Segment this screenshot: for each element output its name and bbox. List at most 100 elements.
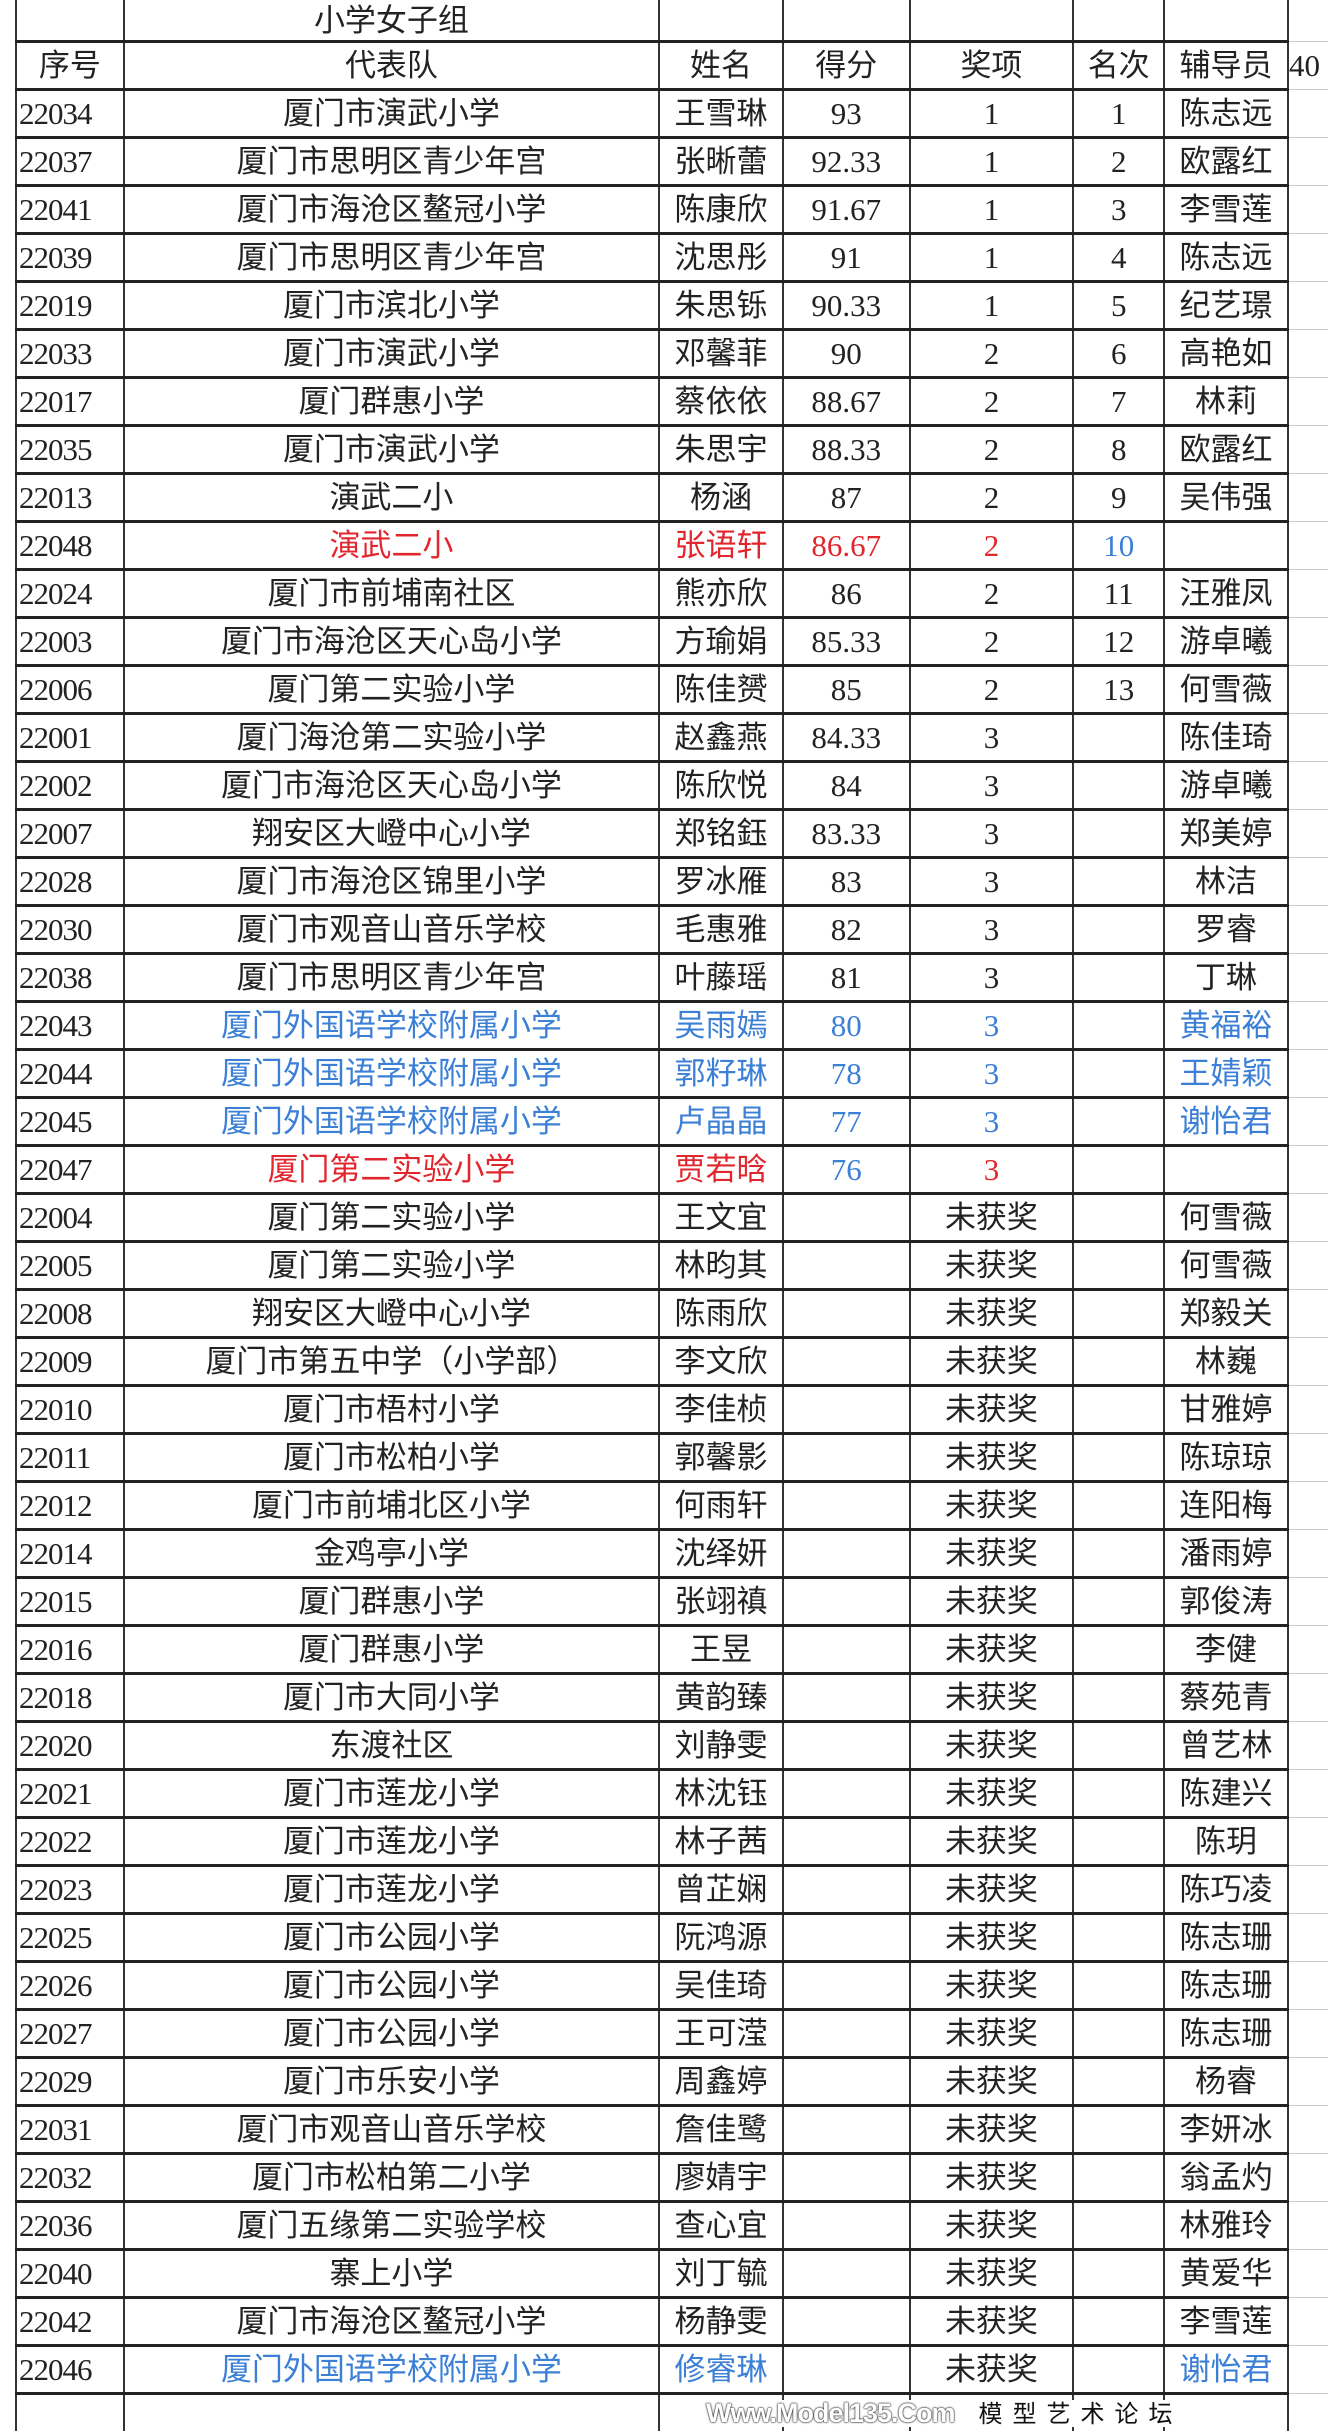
cell-coach: 欧露红 (1163, 137, 1289, 187)
table-row: 22024 厦门市前埔南社区 熊亦欣 86 2 11 汪雅凤 (15, 569, 1328, 619)
cell-score: 78 (781, 1049, 911, 1099)
cell-id: 22012 (15, 1481, 125, 1531)
cell-coach: 陈志珊 (1163, 2009, 1289, 2059)
cell-rank (1072, 2297, 1166, 2347)
cell-team: 金鸡亭小学 (122, 1529, 661, 1579)
cell-id: 22042 (15, 2297, 125, 2347)
cell-coach: 游卓曦 (1163, 761, 1289, 811)
cell-coach: 甘雅婷 (1163, 1385, 1289, 1435)
cell-name: 周鑫婷 (658, 2057, 784, 2107)
cell-name: 林昀其 (658, 1241, 784, 1291)
cell-name: 刘丁毓 (658, 2249, 784, 2299)
cell-score (781, 1673, 911, 1723)
cell-rank: 6 (1072, 329, 1166, 379)
cell-coach: 林洁 (1163, 857, 1289, 907)
cell-coach: 郑美婷 (1163, 809, 1289, 859)
cell-team: 厦门市演武小学 (122, 425, 661, 475)
cell-id: 22011 (15, 1433, 125, 1483)
cell-score (781, 1913, 911, 1963)
cell-team: 厦门市观音山音乐学校 (122, 2105, 661, 2155)
cell-award: 未获奖 (908, 2249, 1075, 2299)
cell-id: 22035 (15, 425, 125, 475)
table-row: 22023 厦门市莲龙小学 曾芷娴 未获奖 陈巧凌 (15, 1865, 1328, 1915)
cell-coach: 郭俊涛 (1163, 1577, 1289, 1627)
cell-name: 罗冰雁 (658, 857, 784, 907)
cell-name: 熊亦欣 (658, 569, 784, 619)
table-row: 22042 厦门市海沧区鳌冠小学 杨静雯 未获奖 李雪莲 (15, 2297, 1328, 2347)
cell-score: 86.67 (781, 521, 911, 571)
table-row: 22035 厦门市演武小学 朱思宇 88.33 2 8 欧露红 (15, 425, 1328, 475)
cell-id: 22025 (15, 1913, 125, 1963)
cell-id: 22023 (15, 1865, 125, 1915)
cell-score (781, 2249, 911, 2299)
cell-team: 翔安区大嶝中心小学 (122, 1289, 661, 1339)
cell-rank (1072, 1913, 1166, 1963)
table-row: 22040 寨上小学 刘丁毓 未获奖 黄爱华 (15, 2249, 1328, 2299)
cell-coach: 翁孟灼 (1163, 2153, 1289, 2203)
cell-coach: 高艳如 (1163, 329, 1289, 379)
cell-team: 厦门市公园小学 (122, 2009, 661, 2059)
cell-name: 阮鸿源 (658, 1913, 784, 1963)
cell-id: 22041 (15, 185, 125, 235)
header-team: 代表队 (122, 41, 661, 91)
cell-coach (1163, 521, 1289, 571)
cell-award: 2 (908, 425, 1075, 475)
cell-score: 85 (781, 665, 911, 715)
cell-coach: 罗睿 (1163, 905, 1289, 955)
cell-award: 未获奖 (908, 1721, 1075, 1771)
cell-award: 2 (908, 569, 1075, 619)
cell-team: 演武二小 (122, 473, 661, 523)
table-row: 22044 厦门外国语学校附属小学 郭籽琳 78 3 王婧颖 (15, 1049, 1328, 1099)
cell-score: 83.33 (781, 809, 911, 859)
cell-award: 1 (908, 281, 1075, 331)
table-row: 22037 厦门市思明区青少年宫 张晰蕾 92.33 1 2 欧露红 (15, 137, 1328, 187)
cell-id: 22030 (15, 905, 125, 955)
cell-name: 王文宜 (658, 1193, 784, 1243)
cell-name: 沈思彤 (658, 233, 784, 283)
cell-name: 毛惠雅 (658, 905, 784, 955)
cell-rank (1072, 1817, 1166, 1867)
cell-score: 80 (781, 1001, 911, 1051)
cell-rank: 9 (1072, 473, 1166, 523)
cell-name: 杨静雯 (658, 2297, 784, 2347)
table-row: 22015 厦门群惠小学 张翊禛 未获奖 郭俊涛 (15, 1577, 1328, 1627)
cell-name: 沈绎妍 (658, 1529, 784, 1579)
header-rank: 名次 (1072, 41, 1166, 91)
cell-award: 未获奖 (908, 1577, 1075, 1627)
cell-coach: 黄爱华 (1163, 2249, 1289, 2299)
cell-id: 22031 (15, 2105, 125, 2155)
cell-score (781, 1817, 911, 1867)
table-row: 22045 厦门外国语学校附属小学 卢晶晶 77 3 谢怡君 (15, 1097, 1328, 1147)
table-row: 22047 厦门第二实验小学 贾若晗 76 3 (15, 1145, 1328, 1195)
cell-coach: 纪艺璟 (1163, 281, 1289, 331)
cell-id: 22013 (15, 473, 125, 523)
cell-score: 90 (781, 329, 911, 379)
header-extra: 40 (1286, 41, 1328, 90)
cell-rank (1072, 1721, 1166, 1771)
cell-id: 22034 (15, 89, 125, 139)
table-row: 22028 厦门市海沧区锦里小学 罗冰雁 83 3 林洁 (15, 857, 1328, 907)
cell-id: 22015 (15, 1577, 125, 1627)
table-row: 22019 厦门市滨北小学 朱思铄 90.33 1 5 纪艺璟 (15, 281, 1328, 331)
cell-name: 刘静雯 (658, 1721, 784, 1771)
cell-award: 3 (908, 713, 1075, 763)
cell-team: 厦门市公园小学 (122, 1913, 661, 1963)
cell-rank (1072, 2249, 1166, 2299)
cell-score (781, 1529, 911, 1579)
cell-coach: 何雪薇 (1163, 665, 1289, 715)
cell-award: 未获奖 (908, 1961, 1075, 2011)
cell-score: 84 (781, 761, 911, 811)
cell-id: 22045 (15, 1097, 125, 1147)
cell-award: 3 (908, 905, 1075, 955)
cell-coach: 林莉 (1163, 377, 1289, 427)
cell-score: 86 (781, 569, 911, 619)
header-award: 奖项 (908, 41, 1075, 91)
cell-team: 厦门市演武小学 (122, 329, 661, 379)
cell-id: 22014 (15, 1529, 125, 1579)
cell-rank (1072, 713, 1166, 763)
cell-name: 叶藤瑶 (658, 953, 784, 1003)
cell-award: 未获奖 (908, 2153, 1075, 2203)
cell-team: 厦门市滨北小学 (122, 281, 661, 331)
cell-name: 陈欣悦 (658, 761, 784, 811)
cell-rank (1072, 2105, 1166, 2155)
